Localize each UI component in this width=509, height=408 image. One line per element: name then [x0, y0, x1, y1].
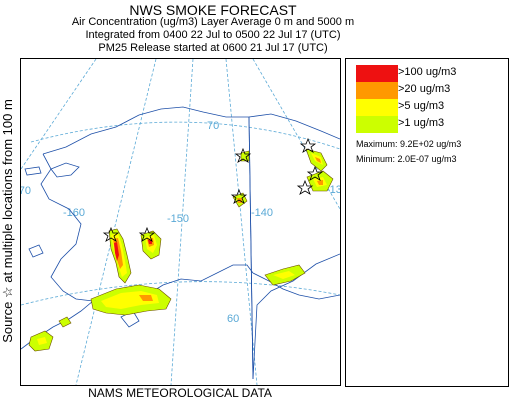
longitude-line-130: [252, 59, 340, 210]
plume-west-interior-100: [114, 242, 119, 261]
legend-label: >100 ug/m3: [398, 66, 457, 78]
latitude-line-60: [21, 281, 340, 306]
seward-peninsula: [50, 162, 80, 178]
plume-southwest-coast-1: [58, 316, 72, 328]
plume-far-east-20: [315, 157, 321, 163]
legend-label: >20 ug/m3: [398, 83, 451, 95]
legend-label: >5 ug/m3: [398, 100, 445, 112]
longitude-line-150: [170, 59, 194, 385]
max-concentration: Maximum: 9.2E+02 ug/m3: [356, 139, 462, 149]
legend-swatch: [356, 65, 398, 82]
latitude-label-60: 60: [227, 313, 239, 325]
legend-item-over-1: >1 ug/m3: [356, 116, 506, 133]
source-star-1: [102, 226, 120, 242]
legend-item-over-5: >5 ug/m3: [356, 99, 506, 116]
legend-swatch: [356, 82, 398, 99]
legend-item-over-20: >20 ug/m3: [356, 82, 506, 99]
map-title: NWS SMOKE FORECAST: [129, 2, 297, 18]
smoke-map: 70 60 -170 -160 -150 -140 -130: [20, 58, 341, 386]
legend-label: >1 ug/m3: [398, 117, 445, 129]
alaska-coastline: [40, 106, 340, 380]
map-canvas: 70 60 -170 -160 -150 -140 -130: [21, 59, 340, 385]
source-star-2: [138, 226, 156, 242]
subtitle-integration-period: Integrated from 0400 22 Jul to 0500 22 J…: [85, 29, 341, 41]
subtitle-release-start: PM25 Release started at 0600 21 Jul 17 (…: [98, 42, 328, 54]
plume-east-border-5: [273, 271, 295, 279]
alaska-peninsula: [21, 300, 94, 350]
longitude-label-160: -160: [63, 207, 85, 219]
plume-southwest-5: [37, 337, 47, 345]
yukon-border: [248, 116, 254, 380]
source-star-6: [306, 165, 324, 181]
subtitle-concentration: Air Concentration (ug/m3) Layer Average …: [71, 16, 355, 28]
plume-central-100: [148, 240, 152, 244]
longitude-label-140: -140: [251, 207, 273, 219]
longitude-label-170: -170: [21, 185, 31, 197]
plume-northeast-20: [317, 180, 323, 185]
source-star-5: [299, 137, 317, 153]
longitude-line-140: [225, 59, 258, 385]
met-data-label: NAMS METEOROLOGICAL DATA: [88, 386, 272, 400]
min-concentration: Minimum: 2.0E-07 ug/m3: [356, 154, 457, 164]
longitude-line-170: [21, 59, 97, 170]
canada-coast: [252, 272, 340, 300]
arctic-coast-canada: [248, 113, 340, 140]
graticule: [21, 59, 340, 385]
source-markers: [102, 137, 324, 242]
legend: >100 ug/m3 >20 ug/m3 >5 ug/m3 >1 ug/m3 M…: [345, 58, 509, 387]
plume-south-20: [139, 295, 153, 301]
latitude-label-70: 70: [207, 120, 219, 132]
longitude-label-130: -130: [326, 184, 340, 196]
source-star-4: [234, 147, 252, 163]
latitude-line-70: [30, 121, 340, 150]
longitude-line-160: [75, 59, 157, 385]
smoke-plumes: [28, 148, 334, 352]
source-location-label: Source ☆ at multiple locations from 100 …: [0, 99, 15, 343]
longitude-label-150: -150: [167, 213, 189, 225]
nunivak-island: [28, 244, 44, 258]
legend-item-over-100: >100 ug/m3: [356, 65, 506, 82]
source-star-3: [230, 188, 248, 204]
legend-swatch: [356, 116, 398, 133]
source-star-7: [296, 179, 314, 195]
legend-swatch: [356, 99, 398, 116]
land-outlines: [21, 106, 340, 380]
st-lawrence-island: [24, 166, 42, 176]
